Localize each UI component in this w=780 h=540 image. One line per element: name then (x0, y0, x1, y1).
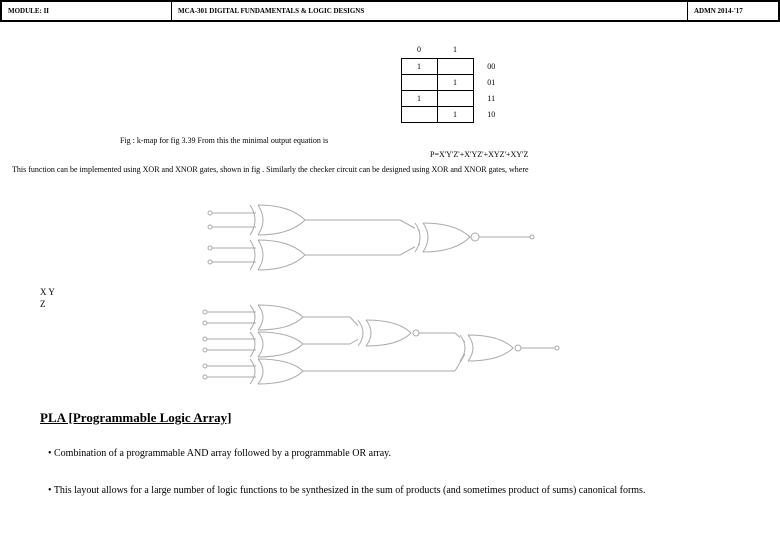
header-left: MODULE: II (2, 2, 172, 20)
kmap-row-2: 11 (473, 90, 509, 106)
z-label: Z (40, 298, 55, 310)
circuit-diagram-1 (200, 195, 580, 280)
pla-heading: PLA [Programmable Logic Array] (40, 410, 231, 426)
kmap-table: 0 1 1 00 1 01 1 11 1 10 (365, 42, 509, 123)
kmap-row-1: 01 (473, 74, 509, 90)
kmap-cell (401, 74, 437, 90)
output-equation: P=X'Y'Z'+X'YZ'+XYZ'+XY'Z (430, 150, 528, 159)
kmap-cell (437, 58, 473, 74)
kmap-cell (401, 106, 437, 122)
kmap-cell: 1 (401, 90, 437, 106)
description-paragraph: This function can be implemented using X… (12, 165, 760, 174)
pla-bullet-2: • This layout allows for a large number … (48, 485, 760, 496)
kmap-col-0: 0 (401, 42, 437, 58)
kmap-row-0: 00 (473, 58, 509, 74)
kmap-cell: 1 (401, 58, 437, 74)
circuit-diagram-2 (200, 300, 580, 390)
kmap-cell: 1 (437, 106, 473, 122)
kmap-col-1: 1 (437, 42, 473, 58)
header-mid: MCA-301 DIGITAL FUNDAMENTALS & LOGIC DES… (172, 2, 688, 20)
kmap-cell: 1 (437, 74, 473, 90)
page-header: MODULE: II MCA-301 DIGITAL FUNDAMENTALS … (0, 0, 780, 22)
xy-label: X Y (40, 286, 55, 298)
pla-bullet-1: • Combination of a programmable AND arra… (48, 448, 391, 459)
kmap-cell (437, 90, 473, 106)
kmap-row-3: 10 (473, 106, 509, 122)
input-labels: X Y Z (40, 286, 55, 310)
header-right: ADMN 2014-'17 (688, 2, 778, 20)
kmap-caption: Fig : k-map for fig 3.39 From this the m… (120, 136, 328, 145)
